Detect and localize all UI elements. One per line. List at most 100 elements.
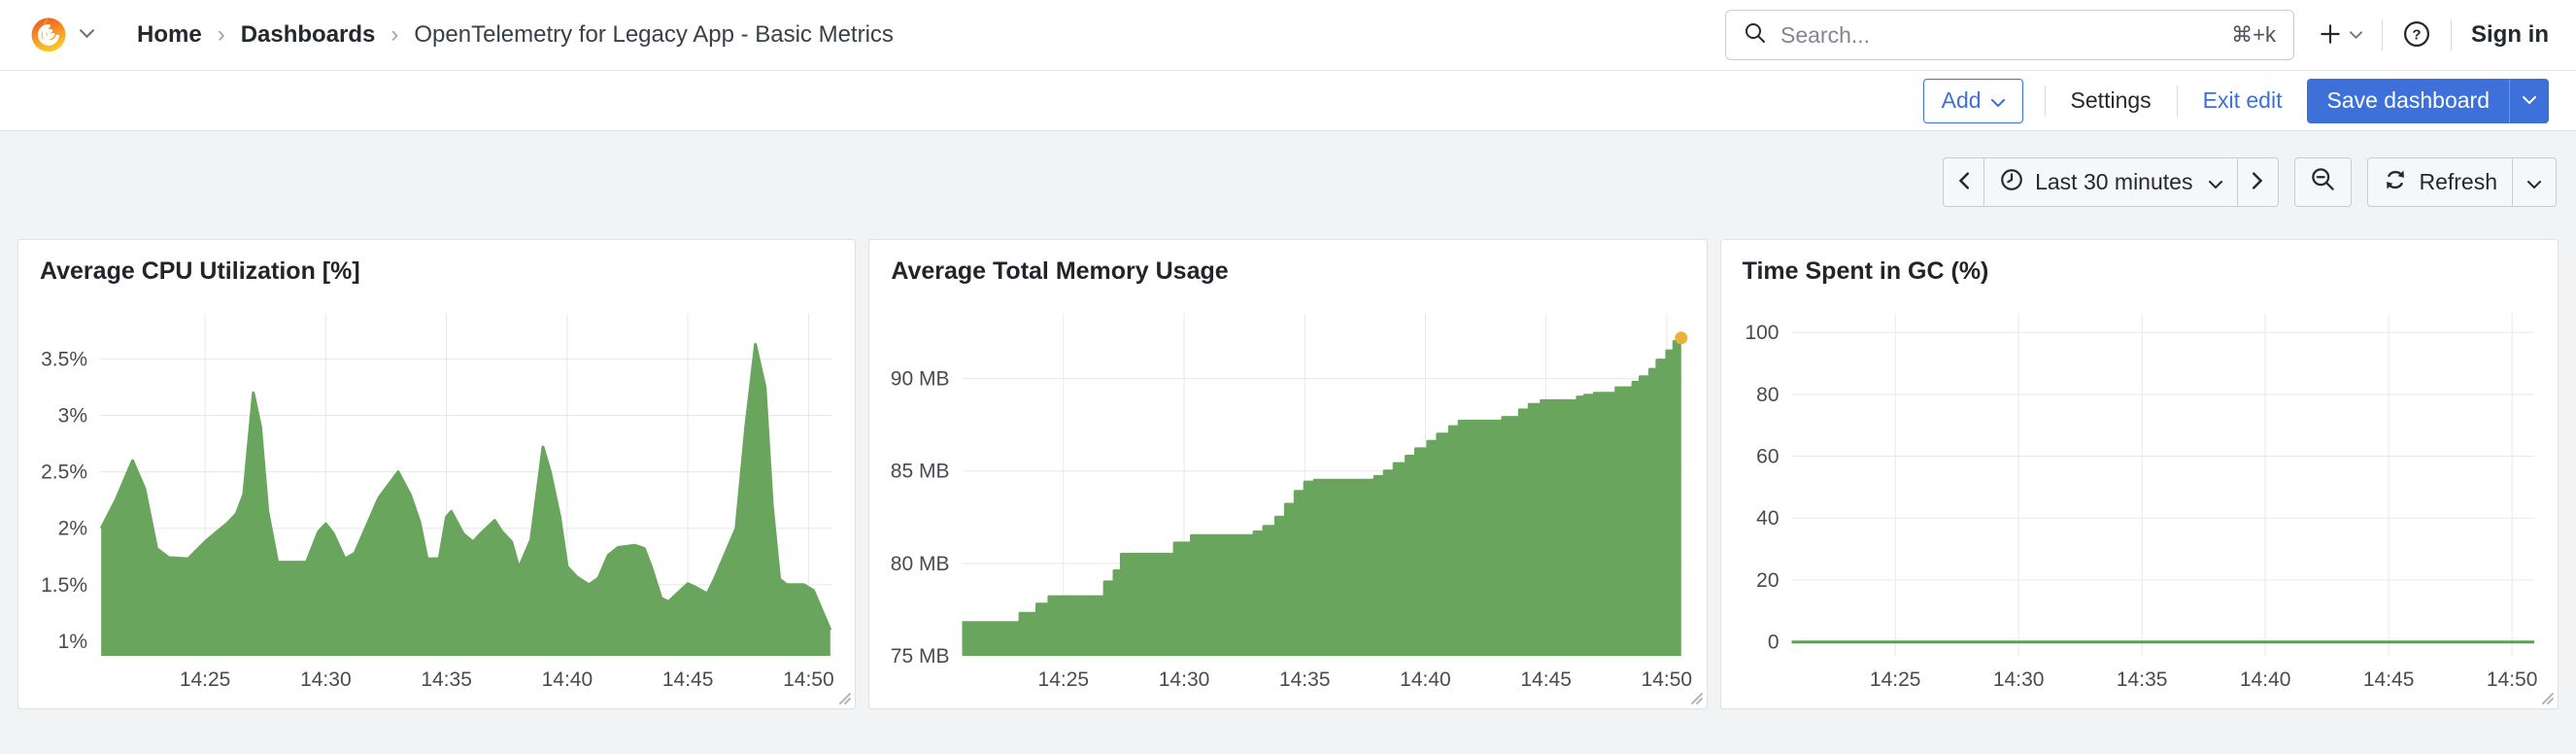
chevron-right-icon [2253,169,2263,195]
breadcrumb-dashboards[interactable]: Dashboards [240,21,376,48]
divider [2451,19,2452,51]
svg-text:2.5%: 2.5% [41,462,87,484]
nav-actions: ? Sign in [2318,19,2549,51]
svg-text:100: 100 [1745,322,1779,344]
grafana-logo-icon [27,12,70,59]
help-icon: ? [2402,19,2431,51]
keyboard-shortcut-hint: ⌘+k [2231,22,2276,47]
help-button[interactable]: ? [2402,19,2431,51]
refresh-interval-button[interactable] [2512,157,2557,207]
search-icon [1744,21,1767,50]
svg-text:14:25: 14:25 [1870,668,1921,691]
svg-text:14:30: 14:30 [1993,668,2045,691]
series-area [962,337,1682,656]
svg-text:40: 40 [1756,507,1779,530]
chevron-down-icon [2209,169,2223,195]
svg-text:14:35: 14:35 [421,668,472,691]
svg-text:1%: 1% [58,631,87,653]
svg-text:85 MB: 85 MB [891,461,950,483]
latest-point-marker [1675,331,1688,345]
dashboard-panels-row: Average CPU Utilization [%] 14:25 14:30 14… [17,239,2559,709]
svg-text:90 MB: 90 MB [891,368,950,391]
svg-text:2%: 2% [58,518,87,540]
chart-canvas: 14:25 14:30 14:35 14:40 14:45 14:50 1% 1.5% 2% 2.… [41,314,834,691]
save-dashboard-button[interactable]: Save dashboard [2307,78,2509,123]
time-range-label: Last 30 minutes [2035,169,2193,194]
chart-canvas: 14:25 14:30 14:35 14:40 14:45 14:50 0 20 40 60 80 1… [1745,314,2538,691]
add-button-label: Add [1941,87,1982,113]
svg-text:14:35: 14:35 [1279,668,1331,691]
panel-title[interactable]: Average Total Memory Usage [891,257,1229,285]
refresh-icon [2383,167,2408,198]
top-navigation: Home › Dashboards › OpenTelemetry for Le… [0,0,2576,71]
svg-text:3%: 3% [58,405,87,428]
divider [2176,85,2178,117]
time-shift-back-button[interactable] [1943,157,1985,207]
svg-text:20: 20 [1756,569,1779,592]
time-shift-forward-button[interactable] [2237,157,2280,207]
svg-text:14:50: 14:50 [2487,668,2538,691]
svg-text:14:30: 14:30 [300,668,352,691]
cpu-utilization-chart[interactable]: 14:25 14:30 14:35 14:40 14:45 14:50 1% 1.5% 2% 2.… [28,298,841,699]
divider [2044,85,2046,117]
time-range-toolbar: Last 30 minutes [19,157,2557,207]
divider [2382,19,2383,51]
breadcrumb-separator-icon: › [217,21,225,48]
breadcrumb-current-dashboard: OpenTelemetry for Legacy App - Basic Met… [414,21,894,48]
svg-text:75 MB: 75 MB [891,645,950,668]
series-line [99,342,832,631]
svg-text:14:35: 14:35 [2117,668,2168,691]
svg-text:14:50: 14:50 [783,668,834,691]
svg-text:80: 80 [1756,384,1779,406]
time-picker-group: Last 30 minutes [1943,157,2280,207]
svg-text:14:25: 14:25 [1038,668,1090,691]
search-input[interactable] [1780,21,2219,49]
zoom-out-time-button[interactable] [2294,157,2353,207]
svg-text:14:45: 14:45 [662,668,714,691]
plus-icon [2318,21,2343,50]
svg-text:14:40: 14:40 [1400,668,1451,691]
chevron-down-icon [2350,28,2362,43]
breadcrumb-home[interactable]: Home [137,21,202,48]
refresh-group: Refresh [2367,157,2557,207]
add-panel-button[interactable]: Add [1922,78,2023,123]
chevron-down-icon [1990,87,2005,114]
panel-title[interactable]: Average CPU Utilization [%] [40,257,360,285]
chevron-left-icon [1958,169,1970,195]
svg-text:14:25: 14:25 [180,668,231,691]
memory-usage-chart[interactable]: 14:25 14:30 14:35 14:40 14:45 14:50 75 MB 80 MB… [879,298,1692,699]
svg-text:14:40: 14:40 [542,668,593,691]
refresh-button[interactable]: Refresh [2367,157,2513,207]
svg-text:80 MB: 80 MB [891,553,950,575]
dashboard-edit-toolbar: Add Settings Exit edit Save dashboard [0,71,2576,131]
series-area [101,344,830,656]
panel-resize-handle[interactable] [834,688,852,705]
panel-title[interactable]: Time Spent in GC (%) [1742,257,1989,285]
panel-resize-handle[interactable] [1686,688,1704,705]
svg-text:0: 0 [1767,632,1779,654]
panel-memory-usage: Average Total Memory Usage 14:25 14:30 14:… [868,239,1708,709]
svg-text:14:30: 14:30 [1159,668,1210,691]
new-menu-button[interactable] [2318,21,2362,50]
svg-text:1.5%: 1.5% [41,574,87,597]
search-box[interactable]: ⌘+k [1725,10,2294,60]
refresh-button-label: Refresh [2419,169,2497,194]
gc-time-chart[interactable]: 14:25 14:30 14:35 14:40 14:45 14:50 0 20 40 60 80 1… [1731,298,2544,699]
dashboard-settings-button[interactable]: Settings [2067,87,2155,114]
time-range-picker-button[interactable]: Last 30 minutes [1983,157,2239,207]
sign-in-button[interactable]: Sign in [2471,21,2549,48]
svg-text:?: ? [2412,26,2421,43]
chart-canvas: 14:25 14:30 14:35 14:40 14:45 14:50 75 MB 80 MB… [891,314,1692,691]
exit-edit-button[interactable]: Exit edit [2199,87,2287,114]
svg-text:14:40: 14:40 [2240,668,2291,691]
svg-text:14:45: 14:45 [2363,668,2415,691]
breadcrumb: Home › Dashboards › OpenTelemetry for Le… [137,21,894,49]
breadcrumb-separator-icon: › [390,21,399,48]
svg-text:3.5%: 3.5% [41,348,87,370]
panel-resize-handle[interactable] [2537,688,2555,705]
org-switcher[interactable] [27,12,94,59]
chevron-down-icon [2527,169,2541,195]
svg-text:60: 60 [1756,446,1779,468]
save-dashboard-options-button[interactable] [2509,78,2549,123]
